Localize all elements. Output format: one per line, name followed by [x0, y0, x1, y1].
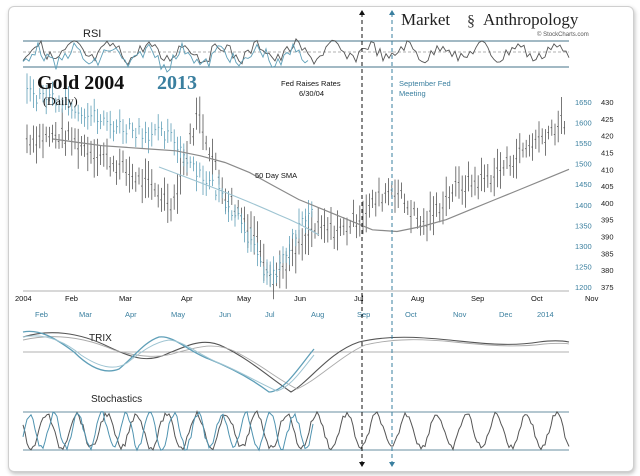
- y-tick-2013: 1300: [575, 242, 592, 251]
- y-tick-2013: 1400: [575, 201, 592, 210]
- fed-raise-annotation-1: Fed Raises Rates: [281, 79, 341, 88]
- x-tick-2013: Mar: [79, 310, 92, 319]
- x-tick-2013: Aug: [311, 310, 324, 319]
- fed-raise-arrow-top: [359, 10, 365, 15]
- y-tick-2013: 1200: [575, 283, 592, 292]
- y-axis-2013: 1650 1600 1550 1500 1450 1400 1350 1300 1250 1200: [575, 98, 592, 292]
- x-tick-2013: Dec: [499, 310, 513, 319]
- x-tick-2013: Feb: [35, 310, 48, 319]
- brand-market: Market: [401, 10, 450, 29]
- x-tick-2004: Feb: [65, 294, 78, 303]
- y-tick-2004: 395: [601, 216, 614, 225]
- x-tick-2004: Sep: [471, 294, 484, 303]
- title-gold-2004: Gold 2004: [37, 72, 124, 94]
- y-tick-2013: 1550: [575, 139, 592, 148]
- y-tick-2013: 1650: [575, 98, 592, 107]
- gold-chart: RSI Market § Anthropology © StockCharts.…: [15, 10, 614, 467]
- y-tick-2004: 430: [601, 98, 614, 107]
- brand-dna-icon: §: [467, 13, 475, 30]
- subtitle-daily: (Daily): [43, 94, 78, 108]
- fed-raise-annotation-2: 6/30/04: [299, 89, 324, 98]
- x-tick-2004: Nov: [585, 294, 599, 303]
- x-tick-2004: Mar: [119, 294, 132, 303]
- y-tick-2004: 405: [601, 182, 614, 191]
- y-tick-2013: 1350: [575, 221, 592, 230]
- trix-line-2004: [22, 332, 570, 393]
- y-tick-2004: 375: [601, 283, 614, 292]
- x-tick-2004: Apr: [181, 294, 193, 303]
- x-axis-2004: 2004 Feb Mar Apr May Jun Jul Aug Sep Oct Nov: [15, 294, 599, 303]
- trix-signal-2013: [22, 335, 315, 392]
- x-tick-2013: Nov: [453, 310, 467, 319]
- x-tick-2013: 2014: [537, 310, 554, 319]
- price-bars-2013: [26, 73, 313, 288]
- x-tick-2013: Jun: [219, 310, 231, 319]
- sma-50-line-2013: [158, 166, 320, 236]
- stoch-line-2004: [22, 410, 570, 451]
- y-axis-2004: 430 425 420 415 410 405 400 395 390 385 380 375: [601, 98, 614, 292]
- x-tick-2013: Jul: [265, 310, 275, 319]
- y-tick-2013: 1600: [575, 119, 592, 128]
- x-tick-2013: Apr: [125, 310, 137, 319]
- x-tick-2004: Jul: [354, 294, 364, 303]
- sept-fed-arrow-top: [389, 10, 395, 15]
- y-tick-2004: 415: [601, 148, 614, 157]
- y-tick-2004: 420: [601, 132, 614, 141]
- sept-fed-arrow-bottom: [389, 462, 395, 467]
- x-tick-2013: May: [171, 310, 185, 319]
- y-tick-2013: 1450: [575, 180, 592, 189]
- stochastics-label: Stochastics: [91, 394, 142, 405]
- rsi-panel: RSI: [22, 28, 570, 73]
- x-tick-2004: Oct: [531, 294, 544, 303]
- y-tick-2004: 390: [601, 233, 614, 242]
- trix-label: TRIX: [89, 333, 112, 344]
- y-tick-2013: 1500: [575, 160, 592, 169]
- x-tick-2004: Aug: [411, 294, 424, 303]
- stochastics-panel: Stochastics: [22, 394, 570, 452]
- sept-fed-annotation-1: September Fed: [399, 79, 451, 88]
- brand-logo: Market § Anthropology © StockCharts.com: [401, 10, 589, 38]
- y-tick-2004: 380: [601, 266, 614, 275]
- x-tick-2013: Sep: [357, 310, 370, 319]
- x-axis-2013: Feb Mar Apr May Jun Jul Aug Sep Oct Nov Dec 2014: [35, 310, 554, 319]
- x-tick-2004: Jun: [294, 294, 306, 303]
- credit-text: © StockCharts.com: [537, 31, 589, 38]
- x-tick-2004: 2004: [15, 294, 32, 303]
- rsi-line-2004: [22, 38, 570, 66]
- trix-signal-2004: [22, 336, 570, 390]
- rsi-label: RSI: [83, 28, 101, 40]
- sma-annotation: 50 Day SMA: [255, 171, 297, 180]
- chart-frame: RSI Market § Anthropology © StockCharts.…: [8, 6, 634, 472]
- title-2013: 2013: [157, 72, 197, 94]
- y-tick-2004: 385: [601, 249, 614, 258]
- sept-fed-annotation-2: Meeting: [399, 89, 426, 98]
- price-panel: Gold 2004 2013 (Daily) Fed Raises Rates …: [23, 72, 614, 300]
- trix-panel: TRIX: [22, 330, 570, 393]
- brand-anthropology: Anthropology: [483, 10, 579, 29]
- stoch-line-2013: [22, 410, 314, 452]
- y-tick-2013: 1250: [575, 262, 592, 271]
- sma-50-line: [52, 138, 570, 233]
- y-tick-2004: 410: [601, 165, 614, 174]
- x-tick-2004: May: [237, 294, 251, 303]
- rsi-line-2013: [22, 41, 309, 73]
- fed-raise-arrow-bottom: [359, 462, 365, 467]
- y-tick-2004: 425: [601, 115, 614, 124]
- trix-line-2013: [22, 330, 315, 393]
- x-tick-2013: Oct: [405, 310, 418, 319]
- y-tick-2004: 400: [601, 199, 614, 208]
